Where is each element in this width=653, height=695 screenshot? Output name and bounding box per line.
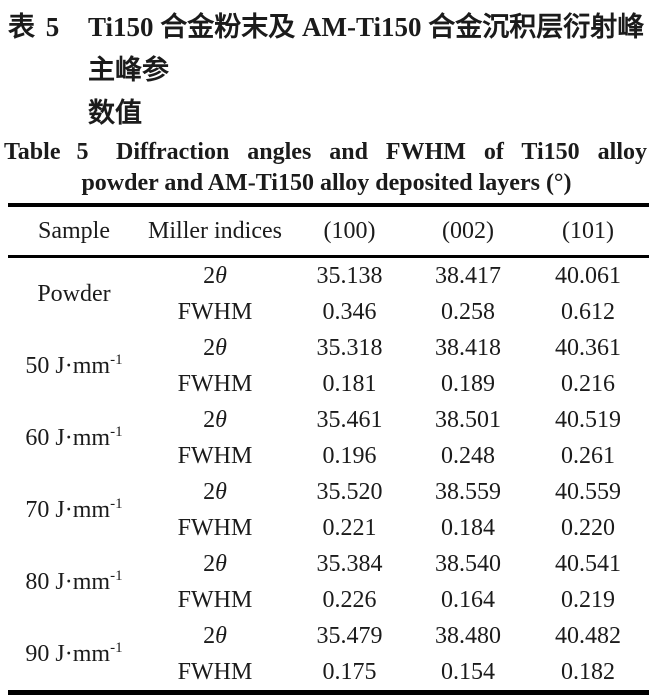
table-row: 70 J·mm-1 2θ 35.520 38.559 40.559 — [8, 474, 649, 523]
row-label-fwhm: FWHM — [177, 442, 253, 469]
theta-symbol: θ — [215, 334, 227, 361]
sample-exponent: -1 — [110, 495, 123, 512]
row-label-2theta: 2θ — [203, 334, 227, 361]
value-cell: 40.541 — [555, 550, 621, 577]
caption-zh-text: Ti150 合金粉末及 AM-Ti150 合金沉积层衍射峰主峰参 数值 — [88, 6, 649, 135]
theta-symbol: θ — [215, 262, 227, 289]
col-header-sample: Sample — [8, 205, 140, 258]
caption-chinese: 表 5 Ti150 合金粉末及 AM-Ti150 合金沉积层衍射峰主峰参 数值 — [0, 0, 653, 135]
value-cell: 40.482 — [555, 622, 621, 649]
value-cell: 35.520 — [316, 478, 383, 505]
value-cell: 0.196 — [322, 442, 377, 469]
col-header-101: (101) — [527, 205, 649, 258]
value-cell: 0.164 — [441, 586, 495, 613]
table-row: FWHM 0.221 0.184 0.220 — [8, 510, 649, 546]
value-cell: 38.480 — [435, 622, 501, 649]
table-row: FWHM 0.226 0.164 0.219 — [8, 582, 649, 618]
table-row: 90 J·mm-1 2θ 35.479 38.480 40.482 — [8, 618, 649, 667]
caption-en-label: Table 5 — [4, 139, 89, 165]
value-cell: 35.384 — [316, 550, 383, 577]
sample-label-70: 70 J·mm-1 — [8, 474, 140, 546]
value-cell: 0.226 — [322, 586, 377, 613]
row-label-2theta: 2θ — [203, 550, 227, 577]
sample-exponent: -1 — [110, 639, 123, 656]
col-header-miller-indices: Miller indices — [140, 205, 290, 258]
table-row: FWHM 0.346 0.258 0.612 — [8, 294, 649, 330]
value-cell: 40.559 — [555, 478, 621, 505]
value-cell: 0.184 — [441, 514, 495, 541]
value-cell: 0.189 — [441, 370, 495, 397]
value-cell: 35.461 — [316, 406, 383, 433]
value-cell: 0.346 — [322, 298, 377, 325]
table-row: FWHM 0.181 0.189 0.216 — [8, 366, 649, 402]
value-cell: 40.519 — [555, 406, 621, 433]
caption-zh-line1: Ti150 合金粉末及 AM-Ti150 合金沉积层衍射峰主峰参 — [88, 12, 645, 85]
value-cell: 0.181 — [322, 370, 377, 397]
row-label-2theta: 2θ — [203, 262, 227, 289]
theta-symbol: θ — [215, 406, 227, 433]
value-cell: 0.219 — [561, 586, 615, 613]
row-label-fwhm: FWHM — [177, 514, 253, 541]
sample-base: 80 J·mm — [25, 568, 111, 595]
sample-label-60: 60 J·mm-1 — [8, 402, 140, 474]
value-cell: 38.540 — [435, 550, 501, 577]
col-header-100: (100) — [290, 205, 409, 258]
diffraction-table: Sample Miller indices (100) (002) (101) … — [8, 203, 649, 695]
table-row: Powder 2θ 35.138 38.417 40.061 — [8, 257, 649, 307]
caption-zh-label: 表 5 — [8, 12, 62, 42]
row-label-fwhm: FWHM — [177, 586, 253, 613]
sample-base: 70 J·mm — [25, 496, 111, 523]
value-cell: 38.418 — [435, 334, 501, 361]
value-cell: 0.221 — [322, 514, 377, 541]
sample-label-50: 50 J·mm-1 — [8, 330, 140, 402]
value-cell: 0.216 — [561, 370, 615, 397]
row-label-2theta: 2θ — [203, 622, 227, 649]
value-cell: 40.361 — [555, 334, 621, 361]
sample-base: 90 J·mm — [25, 640, 111, 667]
caption-en-line1-text: Diffraction angles and FWHM of Ti150 all… — [116, 139, 647, 165]
sample-label-powder: Powder — [8, 257, 140, 331]
caption-en-line1: Table 5 Diffraction angles and FWHM of T… — [4, 137, 649, 168]
table-row: FWHM 0.196 0.248 0.261 — [8, 438, 649, 474]
value-cell: 0.258 — [441, 298, 495, 325]
value-cell: 38.501 — [435, 406, 501, 433]
row-label-fwhm: FWHM — [177, 370, 253, 397]
row-label-2theta: 2θ — [203, 478, 227, 505]
value-cell: 0.261 — [561, 442, 615, 469]
value-cell: 35.479 — [316, 622, 383, 649]
value-cell: 0.220 — [561, 514, 615, 541]
row-label-2theta: 2θ — [203, 406, 227, 433]
sample-base: 60 J·mm — [25, 424, 111, 451]
theta-symbol: θ — [215, 478, 227, 505]
value-cell: 40.061 — [555, 262, 621, 289]
table-header-row: Sample Miller indices (100) (002) (101) — [8, 205, 649, 258]
value-cell: 0.612 — [561, 298, 615, 325]
value-cell: 38.417 — [435, 262, 501, 289]
caption-english: Table 5 Diffraction angles and FWHM of T… — [0, 135, 653, 199]
col-header-002: (002) — [409, 205, 527, 258]
sample-base: Powder — [37, 280, 111, 307]
sample-exponent: -1 — [110, 351, 123, 368]
sample-exponent: -1 — [110, 423, 123, 440]
theta-symbol: θ — [215, 622, 227, 649]
caption-zh-line2: 数值 — [88, 98, 142, 128]
table-row: 80 J·mm-1 2θ 35.384 38.540 40.541 — [8, 546, 649, 595]
sample-base: 50 J·mm — [25, 352, 111, 379]
sample-label-80: 80 J·mm-1 — [8, 546, 140, 618]
table-row: 50 J·mm-1 2θ 35.318 38.418 40.361 — [8, 330, 649, 379]
table-row: 60 J·mm-1 2θ 35.461 38.501 40.519 — [8, 402, 649, 451]
sample-label-90: 90 J·mm-1 — [8, 618, 140, 693]
value-cell: 35.138 — [316, 262, 383, 289]
sample-exponent: -1 — [110, 567, 123, 584]
row-label-fwhm: FWHM — [177, 298, 253, 325]
value-cell: 35.318 — [316, 334, 383, 361]
value-cell: 0.248 — [441, 442, 495, 469]
value-cell: 38.559 — [435, 478, 501, 505]
caption-en-line2: powder and AM-Ti150 alloy deposited laye… — [81, 170, 572, 196]
theta-symbol: θ — [215, 550, 227, 577]
